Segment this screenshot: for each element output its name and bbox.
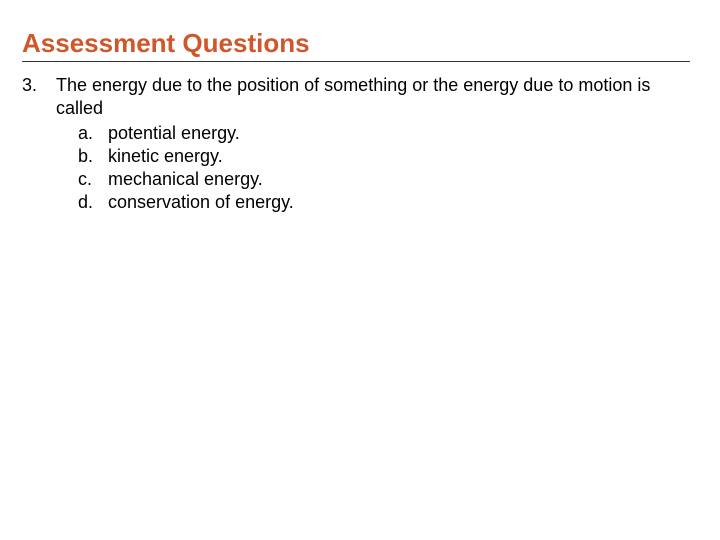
option-label: b. <box>78 145 108 168</box>
page-title: Assessment Questions <box>22 28 690 59</box>
option-b: b. kinetic energy. <box>78 145 690 168</box>
option-text: kinetic energy. <box>108 145 223 168</box>
option-text: mechanical energy. <box>108 168 263 191</box>
heading-divider <box>22 61 690 62</box>
option-label: c. <box>78 168 108 191</box>
option-text: potential energy. <box>108 122 240 145</box>
option-d: d. conservation of energy. <box>78 191 690 214</box>
options-list: a. potential energy. b. kinetic energy. … <box>56 122 690 214</box>
option-text: conservation of energy. <box>108 191 294 214</box>
question-block: 3. The energy due to the position of som… <box>22 74 690 214</box>
page: Assessment Questions 3. The energy due t… <box>0 0 720 540</box>
option-a: a. potential energy. <box>78 122 690 145</box>
question-number: 3. <box>22 74 56 97</box>
question-body: The energy due to the position of someth… <box>56 74 690 214</box>
option-c: c. mechanical energy. <box>78 168 690 191</box>
question-stem: The energy due to the position of someth… <box>56 74 690 120</box>
option-label: a. <box>78 122 108 145</box>
option-label: d. <box>78 191 108 214</box>
